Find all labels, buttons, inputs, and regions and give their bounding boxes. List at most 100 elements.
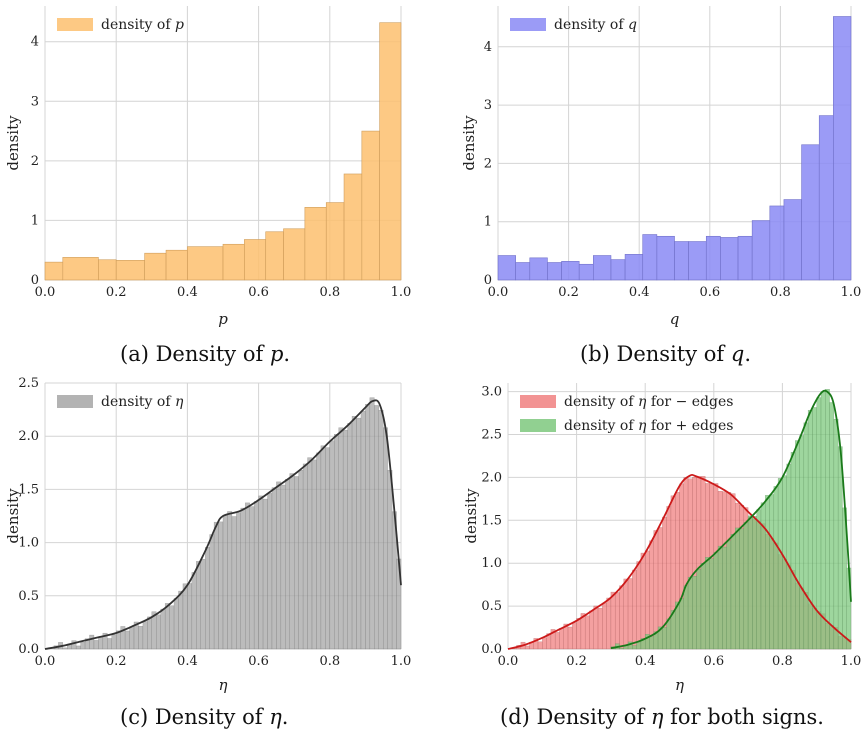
bar bbox=[80, 642, 86, 650]
bar bbox=[606, 597, 612, 650]
x-tick-label: 0.8 bbox=[319, 654, 340, 669]
bar bbox=[289, 473, 295, 650]
bar bbox=[138, 626, 144, 650]
x-tick-label: 0.8 bbox=[319, 285, 340, 300]
bar bbox=[62, 647, 68, 650]
x-tick-label: 1.0 bbox=[391, 654, 412, 669]
bar bbox=[191, 572, 197, 650]
bar bbox=[265, 231, 284, 281]
caption-b: (b) Density of q. bbox=[580, 342, 751, 366]
bar bbox=[240, 507, 246, 650]
bar bbox=[799, 435, 805, 650]
bar bbox=[156, 614, 161, 650]
x-tick-label: 0.0 bbox=[35, 654, 56, 669]
bar bbox=[786, 463, 792, 650]
bar bbox=[777, 478, 783, 650]
y-tick-label: 0 bbox=[31, 273, 39, 288]
x-tick-label: 0.4 bbox=[629, 285, 650, 300]
bar bbox=[619, 585, 624, 650]
bar bbox=[705, 557, 710, 650]
bar bbox=[674, 241, 689, 281]
x-tick-label: 0.6 bbox=[248, 654, 269, 669]
chart-2: 0.0 0.2 0.4 0.6 0.8 1.0 0 1 2 3 4 q density density o… bbox=[460, 6, 861, 328]
bar bbox=[623, 578, 629, 650]
bar bbox=[75, 645, 81, 650]
bar bbox=[656, 235, 675, 281]
bar bbox=[187, 583, 193, 650]
x-tick-label: 0.2 bbox=[558, 285, 579, 300]
bar bbox=[640, 552, 646, 650]
bar bbox=[304, 207, 327, 281]
bar bbox=[649, 636, 654, 650]
bar bbox=[267, 493, 273, 650]
bar bbox=[739, 528, 745, 650]
bar bbox=[280, 484, 286, 650]
bar bbox=[329, 440, 335, 650]
bar bbox=[683, 585, 689, 650]
y-axis-label: density bbox=[460, 115, 478, 171]
bar bbox=[818, 115, 834, 281]
y-axis-label: density bbox=[462, 488, 480, 544]
bar bbox=[244, 239, 267, 281]
bar bbox=[584, 615, 590, 650]
bar bbox=[537, 641, 543, 650]
bar bbox=[705, 235, 721, 281]
bar bbox=[735, 527, 740, 650]
bar bbox=[567, 626, 573, 650]
bar bbox=[593, 255, 612, 281]
bar bbox=[262, 498, 268, 650]
bar bbox=[115, 260, 145, 281]
bar bbox=[124, 630, 130, 650]
density-line bbox=[507, 473, 852, 650]
y-tick-label: 1.5 bbox=[18, 482, 39, 497]
x-axis-label: p bbox=[218, 310, 228, 328]
y-axis-label: density bbox=[4, 115, 22, 171]
bar bbox=[231, 516, 237, 650]
bar bbox=[209, 534, 215, 650]
legend-label: density of η for + edges bbox=[564, 418, 733, 434]
bar bbox=[497, 255, 516, 281]
y-tick-label: 0.5 bbox=[481, 599, 502, 614]
bar bbox=[356, 417, 362, 650]
bar bbox=[632, 645, 637, 650]
y-tick-label: 2 bbox=[31, 154, 39, 169]
bar bbox=[187, 246, 224, 281]
bar bbox=[218, 521, 224, 650]
y-tick-label: 3.0 bbox=[481, 385, 502, 400]
bar bbox=[374, 405, 379, 650]
x-axis-label: η bbox=[675, 676, 684, 694]
bar bbox=[111, 634, 117, 650]
bar bbox=[700, 563, 706, 650]
bar bbox=[783, 199, 802, 281]
bar bbox=[178, 590, 184, 650]
y-axis-label: density bbox=[4, 488, 22, 544]
y-tick-label: 1 bbox=[31, 213, 39, 228]
bar bbox=[636, 561, 642, 650]
x-tick-label: 0.0 bbox=[488, 285, 509, 300]
bar bbox=[253, 501, 259, 650]
bar bbox=[227, 511, 233, 650]
bar bbox=[773, 486, 779, 650]
legend-swatch bbox=[520, 395, 556, 408]
bar bbox=[696, 568, 702, 650]
bar bbox=[589, 610, 594, 650]
bar bbox=[316, 452, 322, 650]
bar bbox=[837, 446, 843, 650]
bar bbox=[307, 457, 313, 650]
bar bbox=[62, 257, 99, 281]
chart-4: 0.0 0.2 0.4 0.6 0.8 1.0 0.0 0.5 1.0 1.5 2.0 2.5 3.0 η… bbox=[462, 383, 861, 694]
bar bbox=[561, 261, 580, 281]
bar bbox=[222, 515, 228, 650]
legend-swatch bbox=[520, 419, 556, 432]
legend-label: density of η for − edges bbox=[564, 394, 733, 410]
bar bbox=[147, 616, 153, 650]
density-line bbox=[610, 389, 852, 650]
bar bbox=[351, 416, 357, 650]
bar bbox=[343, 173, 363, 281]
x-tick-label: 0.6 bbox=[703, 654, 724, 669]
bar bbox=[688, 241, 707, 281]
bar bbox=[383, 427, 388, 650]
density-line bbox=[44, 399, 402, 650]
x-tick-label: 1.0 bbox=[841, 654, 861, 669]
x-axis-label: η bbox=[219, 676, 228, 694]
